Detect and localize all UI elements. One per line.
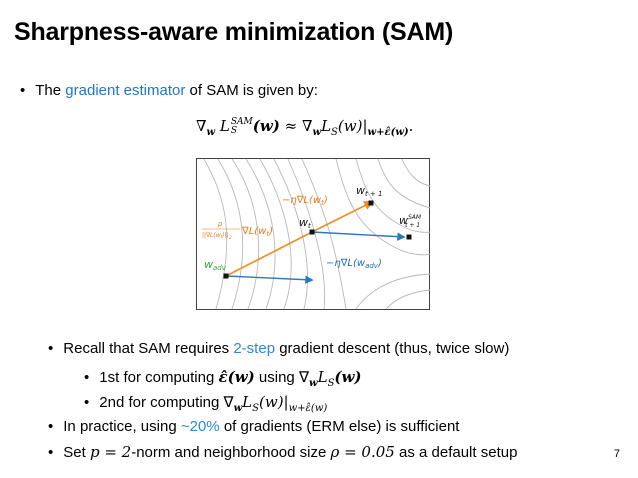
p-norm-math: p = 2 <box>89 443 132 461</box>
ascent-arrow-head <box>311 201 374 233</box>
approx-symbol: ≈ <box>284 117 298 135</box>
loss-symbol: L <box>219 117 230 135</box>
contour-line <box>273 158 308 310</box>
bullet-text: 1st for computing <box>99 369 215 386</box>
bullet-text: using <box>258 369 295 386</box>
bullet-text: Set <box>63 444 86 461</box>
intro-highlight: gradient estimator <box>65 82 186 99</box>
bullet-dot: • <box>84 369 90 386</box>
rho-math: ρ = 0.05 <box>330 443 395 461</box>
bullet-text: In practice, using <box>63 418 177 435</box>
contour-line <box>287 158 326 310</box>
loss-superscript: SAM <box>230 117 253 127</box>
w-sam-point <box>406 234 412 240</box>
contour-line <box>259 158 292 310</box>
w-adv-label: wadv <box>204 258 227 272</box>
bullet-dot: • <box>84 394 90 411</box>
step-adv-label: −η∇L(wadv) <box>326 258 382 270</box>
ascent-gradient-label: ∇L(wt) <box>241 226 273 238</box>
rhs-loss-symbol: L <box>321 117 332 135</box>
w-adv-point <box>223 273 229 279</box>
bullet-text: of gradients (ERM else) is sufficient <box>223 418 460 435</box>
page-number: 7 <box>613 448 620 460</box>
ascent-arrow-line <box>225 231 313 277</box>
ascent-numerator: ρ <box>218 220 223 228</box>
bullet-dot: • <box>48 444 54 461</box>
bullet-second-step: • 2nd for computing ∇wLS(w)|w+ε̂(w) <box>84 393 327 418</box>
bullet-text: gradient descent (thus, twice slow) <box>279 340 510 357</box>
formula-end: . <box>408 117 414 135</box>
w-t1-label: wt + 1 <box>356 184 383 198</box>
w-t1-point <box>368 200 374 206</box>
rhs-nabla-symbol: ∇ <box>301 117 313 135</box>
w-t-point <box>309 229 315 235</box>
sam-update-arrow <box>311 231 406 241</box>
bullet-dot: • <box>48 418 54 435</box>
intro-bullet: • The gradient estimator of SAM is given … <box>20 82 318 100</box>
bullet-text: as a default setup <box>399 444 518 461</box>
rhs-loss-subscript: S <box>331 127 338 138</box>
bullet-dot: • <box>48 340 54 357</box>
bullet-text: Recall that SAM requires <box>63 340 230 357</box>
bullet-two-step: • Recall that SAM requires 2-step gradien… <box>48 340 509 358</box>
two-step-highlight: 2-step <box>233 340 276 357</box>
bullet-text: 2nd for computing <box>99 394 220 411</box>
bullet-practice: • In practice, using ~20% of gradients (E… <box>48 418 459 436</box>
w-t-label: wt <box>299 216 311 230</box>
contour-line <box>355 158 430 233</box>
sam-gradient-formula: ∇w L SAM S (w) ≈ ∇wLS(w)|w+ε̂(w). <box>196 117 413 138</box>
rhs-argument: (w)| <box>337 117 368 135</box>
gradient-at-adv-math: ∇wLS(w)|w+ε̂(w) <box>223 393 328 414</box>
loss-contours <box>203 158 430 310</box>
contour-line <box>217 158 244 310</box>
slide-title: Sharpness-aware minimization (SAM) <box>14 18 454 46</box>
eval-point: w+ε̂(w) <box>367 127 409 138</box>
contour-line <box>335 158 430 256</box>
bullet-first-step: • 1st for computing ε̂(w) using ∇wLS(w) <box>84 368 362 393</box>
step-wt-label: −η∇L(wt) <box>282 195 328 207</box>
loss-subscript: S <box>230 126 238 136</box>
rhs-nabla-subscript: w <box>312 127 322 138</box>
nabla-symbol: ∇ <box>196 117 207 135</box>
adv-gradient-arrow <box>225 275 314 284</box>
contour-line <box>401 158 430 187</box>
contour-line <box>385 289 430 310</box>
bullet-text: -norm and neighborhood size <box>131 444 327 461</box>
intro-suffix: of SAM is given by: <box>189 82 318 99</box>
loss-argument: (w) <box>252 117 280 135</box>
contour-line <box>355 273 430 310</box>
w-sam-label: wSAM t + 1 <box>399 214 422 229</box>
bullet-default-setup: • Set p = 2-norm and neighborhood size ρ … <box>48 443 517 462</box>
contour-line <box>377 158 430 209</box>
bullet-dot: • <box>20 82 26 99</box>
epsilon-math: ε̂(w) <box>218 368 255 386</box>
intro-prefix: The <box>35 82 62 99</box>
sam-illustration: wt + 1 wt wSAM t + 1 wadv −η∇L(wt) −η∇L(w… <box>196 158 430 310</box>
nabla-subscript: w <box>206 127 216 138</box>
contour-line <box>301 158 347 310</box>
contour-line <box>231 158 260 310</box>
contour-line <box>203 158 228 310</box>
ascent-denominator: ||∇L(wt)||2 <box>202 232 232 241</box>
gradient-math: ∇wLS(w) <box>298 368 362 389</box>
twenty-percent-highlight: ~20% <box>180 418 220 435</box>
contour-line <box>245 158 276 310</box>
